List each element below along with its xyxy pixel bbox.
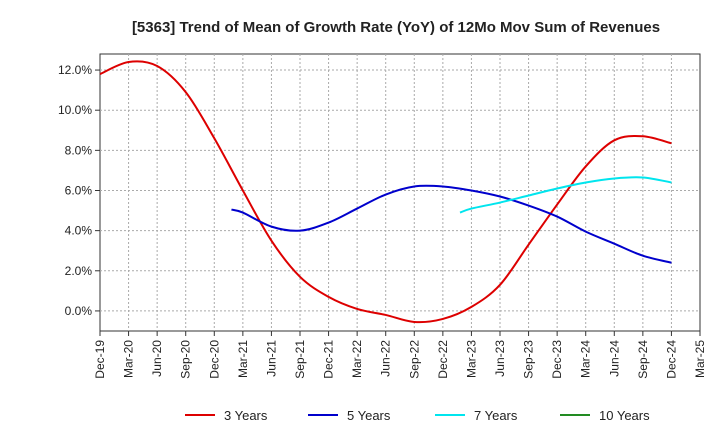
y-tick-label: 2.0% xyxy=(65,264,93,278)
y-tick-label: 6.0% xyxy=(65,183,93,197)
x-tick-label: Mar-24 xyxy=(579,340,593,378)
plot-area xyxy=(99,53,701,332)
x-tick-label: Dec-24 xyxy=(664,340,678,379)
legend-label-3-years: 3 Years xyxy=(224,408,268,423)
y-tick-label: 0.0% xyxy=(65,304,93,318)
x-tick-label: Dec-20 xyxy=(207,340,221,379)
x-tick-label: Jun-24 xyxy=(607,340,621,377)
series-line-7-years xyxy=(459,176,672,214)
y-tick-label: 12.0% xyxy=(58,63,92,77)
x-tick-label: Sep-22 xyxy=(407,340,421,379)
x-tick-label: Sep-21 xyxy=(293,340,307,379)
x-tick-label: Sep-24 xyxy=(636,340,650,379)
y-tick-label: 10.0% xyxy=(58,103,92,117)
x-tick-label: Jun-20 xyxy=(150,340,164,377)
y-axis: 0.0% 2.0% 4.0% 6.0% 8.0% 10.0% 12.0% xyxy=(58,63,100,318)
x-tick-label: Mar-20 xyxy=(122,340,136,378)
legend-label-7-years: 7 Years xyxy=(474,408,518,423)
x-tick-label: Mar-22 xyxy=(350,340,364,378)
legend-label-5-years: 5 Years xyxy=(347,408,391,423)
x-tick-label: Mar-25 xyxy=(693,340,707,378)
series-line-3-years xyxy=(99,60,672,324)
x-tick-label: Mar-23 xyxy=(464,340,478,378)
x-tick-label: Dec-21 xyxy=(322,340,336,379)
x-tick-label: Dec-19 xyxy=(93,340,107,379)
legend: 3 Years 5 Years 7 Years 10 Years xyxy=(185,408,650,423)
grid-lines xyxy=(100,54,700,331)
y-tick-label: 8.0% xyxy=(65,143,93,157)
y-tick-label: 4.0% xyxy=(65,224,93,238)
series-lines xyxy=(99,60,672,324)
legend-label-10-years: 10 Years xyxy=(599,408,650,423)
x-tick-label: Jun-21 xyxy=(264,340,278,377)
x-tick-label: Sep-20 xyxy=(179,340,193,379)
x-tick-label: Jun-22 xyxy=(379,340,393,377)
chart-title: [5363] Trend of Mean of Growth Rate (YoY… xyxy=(132,19,660,36)
x-tick-label: Dec-23 xyxy=(550,340,564,379)
x-tick-label: Sep-23 xyxy=(522,340,536,379)
x-axis: Dec-19 Mar-20 Jun-20 Sep-20 Dec-20 Mar-21 Jun-… xyxy=(93,331,707,379)
series-line-5-years xyxy=(231,184,672,264)
x-tick-label: Mar-21 xyxy=(236,340,250,378)
x-tick-label: Dec-22 xyxy=(436,340,450,379)
x-tick-label: Jun-23 xyxy=(493,340,507,377)
